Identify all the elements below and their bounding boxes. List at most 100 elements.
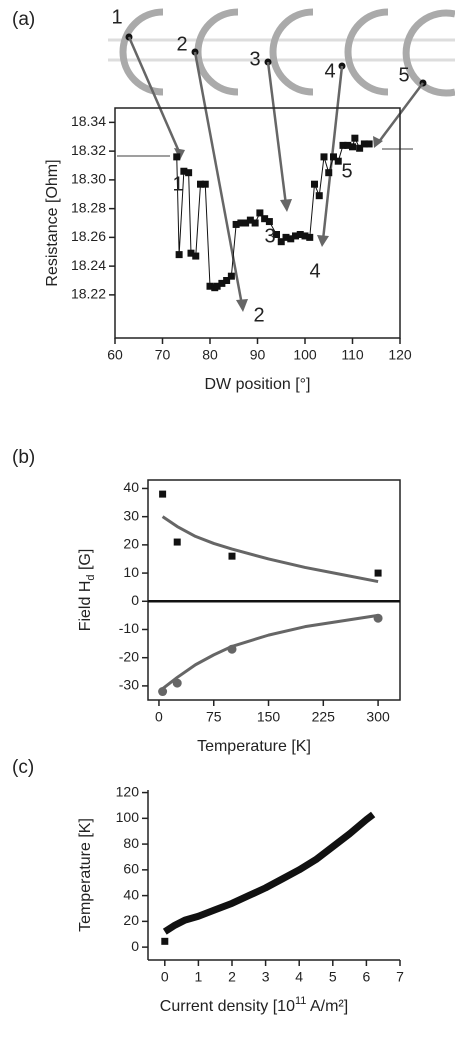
data-point bbox=[315, 192, 323, 200]
x-tick-label: 80 bbox=[202, 347, 218, 363]
y-tick-label: -20 bbox=[119, 648, 139, 664]
data-point bbox=[159, 490, 167, 498]
data-point bbox=[175, 251, 183, 259]
magnet-icons bbox=[108, 8, 455, 312]
icon-label: 4 bbox=[324, 60, 335, 82]
y-axis-label-text: Resistance [Ohm] bbox=[44, 159, 61, 286]
data-point bbox=[349, 143, 356, 151]
x-tick-label: 100 bbox=[293, 347, 317, 363]
x-tick-label: 0 bbox=[155, 709, 163, 725]
data-point bbox=[334, 157, 342, 165]
data-point bbox=[161, 937, 169, 945]
data-point bbox=[261, 215, 269, 223]
y-tick-label: 80 bbox=[123, 835, 139, 851]
data-point bbox=[296, 231, 304, 238]
data-point bbox=[344, 141, 352, 149]
x-tick-label: 5 bbox=[329, 969, 337, 985]
y-tick-label: 20 bbox=[123, 912, 139, 928]
x-axis-label-suffix: A/m²] bbox=[306, 998, 348, 1015]
x-axis-label-text: Temperature [K] bbox=[197, 738, 311, 755]
y-tick-label: 40 bbox=[123, 886, 139, 902]
data-point bbox=[173, 153, 181, 161]
x-tick-label: 70 bbox=[155, 347, 171, 363]
y-axis-label-sub: d bbox=[85, 574, 97, 580]
data-point bbox=[256, 209, 264, 217]
annotation: 3 bbox=[264, 225, 275, 247]
data-point bbox=[287, 235, 295, 243]
icon-label: 5 bbox=[398, 64, 409, 86]
data-point bbox=[360, 140, 368, 148]
series-line bbox=[162, 811, 376, 935]
y-tick-label: 18.24 bbox=[71, 257, 106, 273]
data-point bbox=[282, 233, 290, 241]
x-tick-label: 120 bbox=[388, 347, 412, 363]
y-tick-label: 0 bbox=[131, 592, 139, 608]
data-point bbox=[277, 238, 285, 246]
x-tick-label: 2 bbox=[228, 969, 236, 985]
data-point bbox=[351, 134, 359, 142]
y-axis-label: Temperature [K] bbox=[77, 818, 94, 932]
y-tick-label: 18.32 bbox=[71, 142, 106, 158]
y-tick-label: 18.28 bbox=[71, 199, 106, 215]
y-tick-label: 18.34 bbox=[71, 113, 106, 129]
x-tick-label: 1 bbox=[195, 969, 203, 985]
x-tick-label: 90 bbox=[250, 347, 266, 363]
x-tick-label: 60 bbox=[107, 347, 123, 363]
data-point bbox=[330, 153, 337, 161]
data-point bbox=[206, 282, 214, 290]
y-axis-label: Field Hd [G] bbox=[77, 549, 97, 632]
data-point bbox=[339, 141, 347, 149]
icon-label: 1 bbox=[111, 6, 122, 28]
y-tick-label: -10 bbox=[119, 620, 139, 636]
data-point bbox=[180, 167, 188, 175]
y-axis-label-text: Temperature [K] bbox=[77, 818, 94, 932]
y-axis-label-text: Field H bbox=[77, 581, 94, 632]
data-point bbox=[218, 279, 226, 287]
data-point bbox=[237, 219, 245, 227]
data-point bbox=[365, 140, 373, 148]
data-point bbox=[246, 216, 254, 224]
data-point bbox=[374, 569, 382, 577]
data-point bbox=[242, 219, 250, 227]
annotation: 2 bbox=[253, 304, 264, 326]
data-point bbox=[325, 169, 333, 177]
y-tick-label: 20 bbox=[123, 536, 139, 552]
annotation: 5 bbox=[341, 160, 352, 182]
y-tick-label: 18.26 bbox=[71, 228, 106, 244]
y-tick-label: 18.22 bbox=[71, 286, 106, 302]
y-tick-label: 10 bbox=[123, 564, 139, 580]
annotation: 1 bbox=[172, 173, 183, 195]
x-tick-label: 300 bbox=[366, 709, 390, 725]
y-axis-label: Resistance [Ohm] bbox=[44, 159, 61, 286]
data-point bbox=[251, 219, 259, 227]
x-axis-label: DW position [°] bbox=[205, 376, 311, 393]
y-tick-label: 100 bbox=[116, 809, 140, 825]
x-tick-label: 3 bbox=[262, 969, 270, 985]
panel-label: (c) bbox=[12, 757, 34, 778]
y-tick-label: 60 bbox=[123, 861, 139, 877]
data-point bbox=[306, 233, 314, 241]
x-tick-label: 225 bbox=[312, 709, 336, 725]
data-point bbox=[227, 272, 235, 280]
y-tick-label: 40 bbox=[123, 479, 139, 495]
x-tick-label: 0 bbox=[161, 969, 169, 985]
x-axis-label: Temperature [K] bbox=[197, 738, 311, 755]
data-point bbox=[213, 282, 221, 290]
y-axis-label-suffix: [G] bbox=[77, 549, 94, 575]
data-point bbox=[197, 180, 204, 188]
data-point bbox=[356, 144, 364, 152]
data-point bbox=[185, 169, 193, 177]
x-tick-label: 6 bbox=[363, 969, 371, 985]
x-axis-label-text: DW position [°] bbox=[205, 376, 311, 393]
x-tick-label: 110 bbox=[341, 347, 364, 363]
x-axis-label-sup: 11 bbox=[295, 995, 306, 1007]
data-point bbox=[301, 232, 309, 240]
data-point bbox=[223, 277, 231, 284]
series-line bbox=[161, 515, 379, 584]
x-axis-label-text: Current density [10 bbox=[160, 998, 295, 1015]
y-tick-label: 30 bbox=[123, 507, 139, 523]
data-point bbox=[173, 538, 181, 546]
data-point bbox=[311, 180, 318, 188]
series-line bbox=[161, 613, 379, 690]
